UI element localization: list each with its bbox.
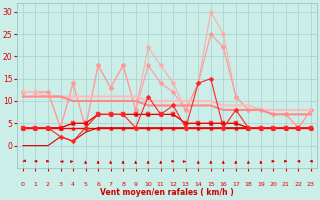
X-axis label: Vent moyen/en rafales ( km/h ): Vent moyen/en rafales ( km/h )	[100, 188, 234, 197]
